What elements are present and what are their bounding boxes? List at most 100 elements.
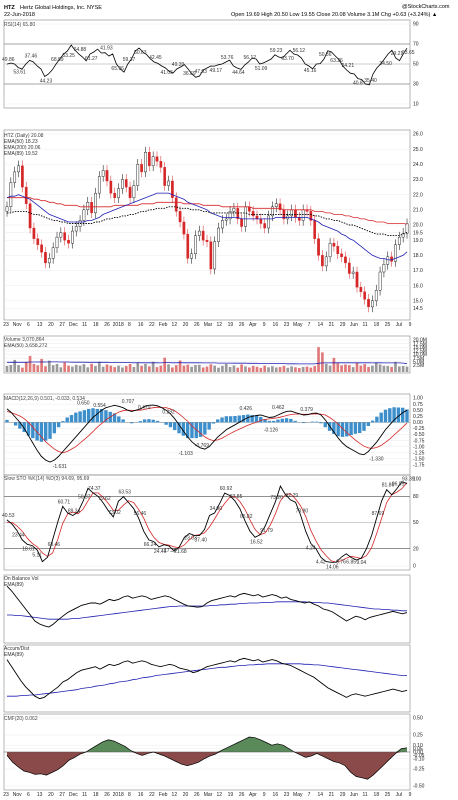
- price-candle: [9, 182, 13, 208]
- time-axis-label: 14: [317, 322, 323, 328]
- volume-bar: [21, 367, 24, 372]
- cmf-tick-label: 0.00: [413, 750, 423, 756]
- time-axis-label: 26: [104, 322, 110, 328]
- price-tick-label: 14.5: [413, 306, 423, 312]
- price-candle: [47, 258, 51, 264]
- time-axis-label: 12: [216, 322, 222, 328]
- price-candle: [321, 255, 324, 267]
- rsi-annotation: 50.63: [134, 50, 147, 56]
- macd-histogram-bar: [293, 420, 297, 423]
- macd-histogram-bar: [241, 415, 246, 423]
- macd-histogram-bar: [99, 408, 104, 423]
- volume-bar: [147, 366, 151, 372]
- ema200-legend: EMA(200) 20.06: [4, 145, 41, 151]
- cmf-tick-label: -0.25: [413, 767, 425, 773]
- price-candle: [324, 256, 328, 267]
- sto-annotation: 73.20: [270, 495, 283, 501]
- rsi-annotation: 65.96: [111, 66, 124, 72]
- macd-histogram-bar: [263, 419, 267, 423]
- volume-bar: [209, 364, 213, 372]
- price-candle: [101, 170, 105, 177]
- macd-histogram-bar: [177, 422, 181, 434]
- price-tick-label: 22.0: [413, 192, 423, 198]
- time-axis-label: 23: [3, 322, 9, 328]
- time-axis-label: 29: [340, 792, 346, 798]
- price-tick-label: 19.5: [413, 230, 423, 236]
- macd-histogram-bar: [375, 416, 379, 423]
- time-axis-label: 23: [284, 322, 290, 328]
- price-candle: [5, 206, 9, 212]
- sto-tick-label: 50: [413, 520, 419, 526]
- macd-histogram-bar: [220, 417, 224, 423]
- volume-bar: [74, 364, 78, 372]
- ema89-line: [7, 206, 408, 237]
- volume-bar: [386, 366, 390, 372]
- sto-annotation: 68.46: [48, 542, 61, 548]
- macd-histogram-bar: [366, 422, 370, 426]
- time-axis-label: 19: [228, 792, 234, 798]
- volume-bar: [267, 367, 270, 372]
- macd-tick-label: -1.25: [413, 450, 425, 456]
- price-candle: [136, 164, 140, 186]
- sto-annotation: 56.46: [134, 511, 147, 517]
- volume-bar: [274, 367, 278, 372]
- price-candle: [201, 230, 205, 241]
- sto-annotation: 81.86: [382, 483, 395, 489]
- price-candle: [351, 271, 355, 274]
- volume-bar: [32, 363, 36, 372]
- macd-histogram-bar: [254, 415, 259, 423]
- macd-histogram-bar: [91, 408, 95, 423]
- volume-bar: [251, 365, 255, 372]
- volume-bar: [105, 364, 109, 372]
- sto-annotation: 16.52: [250, 539, 263, 545]
- price-candle: [86, 202, 90, 211]
- volume-bar: [255, 366, 259, 372]
- price-candle: [63, 232, 67, 241]
- time-axis-label: 26: [194, 322, 200, 328]
- volume-bar: [182, 365, 186, 372]
- price-candle: [151, 156, 155, 167]
- volume-bar: [194, 365, 197, 372]
- rsi-annotation: 44.64: [232, 70, 245, 76]
- sto-annotation: 66.24: [144, 542, 157, 548]
- time-axis-label: 12: [216, 792, 222, 798]
- rsi-annotation: 63.26: [330, 58, 343, 64]
- volume-bar: [236, 367, 240, 372]
- panel-frame-obv: [3, 574, 411, 644]
- volume-bar: [101, 366, 105, 372]
- chart-header: HTZ Hertz Global Holdings, Inc. NYSE 22-…: [4, 4, 450, 18]
- time-axis-label: 9: [409, 322, 412, 328]
- rsi-tick-label: 90: [413, 22, 419, 28]
- volume-bar: [117, 365, 120, 372]
- price-candle: [297, 217, 301, 221]
- price-candle: [194, 235, 197, 255]
- sto-annotation: 37.40: [194, 538, 207, 544]
- time-axis-label: 11: [363, 792, 368, 798]
- time-axis-label: 8: [128, 792, 131, 798]
- volume-bar: [86, 367, 90, 372]
- volume-bar: [328, 365, 332, 372]
- price-candle: [394, 244, 397, 262]
- obv-ema-legend: EMA(89): [4, 582, 24, 588]
- macd-histogram-bar: [302, 422, 306, 424]
- time-axis-label: 12: [172, 322, 178, 328]
- macd-histogram-bar: [310, 421, 315, 423]
- volume-bar: [9, 365, 13, 372]
- price-candle: [163, 167, 167, 186]
- volume-bar: [324, 363, 328, 372]
- time-axis-label: 26: [239, 322, 245, 328]
- rsi-annotation: 61.27: [85, 56, 98, 62]
- price-candle: [309, 211, 313, 221]
- time-axis-label: May: [293, 322, 303, 328]
- price-candle: [259, 218, 263, 224]
- time-axis-label: 22: [149, 322, 155, 328]
- sto-annotation: 5.11: [32, 552, 42, 558]
- sto-annotation: 14.06: [326, 564, 339, 570]
- time-axis-label: 2018: [113, 322, 124, 328]
- price-candle: [359, 286, 363, 292]
- volume-bar: [13, 359, 17, 372]
- time-axis-label: 26: [104, 792, 110, 798]
- macd-histogram-bar: [87, 408, 91, 423]
- macd-histogram-bar: [392, 407, 396, 423]
- price-candle: [371, 300, 374, 308]
